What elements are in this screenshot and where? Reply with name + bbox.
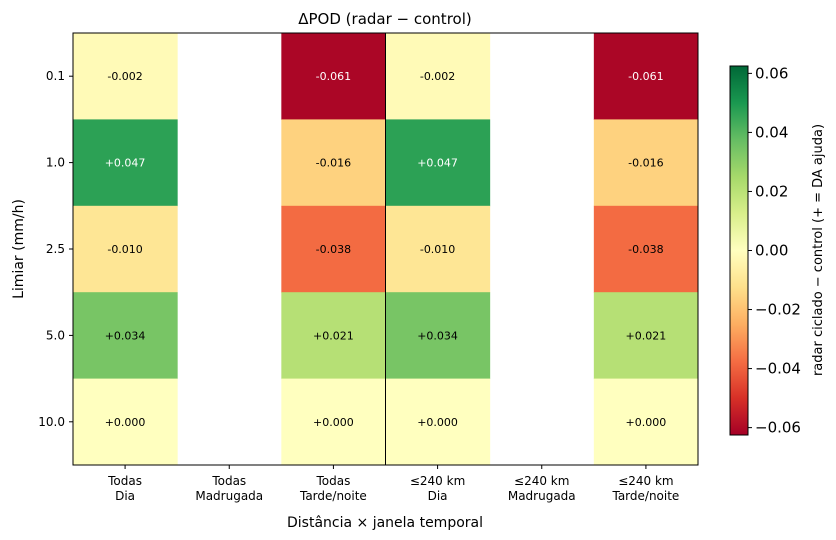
- heatmap-cell: [593, 33, 699, 120]
- heatmap-cell: [281, 119, 386, 207]
- heatmap-cell: [281, 292, 386, 380]
- cell-value-label: -0.038: [628, 243, 663, 256]
- colorbar-tick-label: −0.02: [755, 301, 801, 319]
- colorbar-tick-label: −0.06: [755, 419, 801, 437]
- heatmap-cell: [593, 205, 699, 293]
- cell-value-label: -0.002: [420, 70, 455, 83]
- heatmap-cell: [385, 378, 491, 466]
- x-axis: Todas Dia Todas Madrugada Todas Tarde/noite ≤2…: [107, 465, 679, 503]
- heatmap-cell: [281, 33, 386, 120]
- x-tick-label: ≤240 km Tarde/noite: [611, 474, 679, 503]
- colorbar: [729, 65, 749, 436]
- x-tick-label: Todas Dia: [107, 474, 142, 503]
- y-tick-label: 1.0: [46, 156, 65, 170]
- cell-value-label: -0.016: [628, 157, 663, 170]
- cell-value-label: +0.000: [626, 416, 667, 429]
- heatmap-cell: [281, 205, 386, 293]
- cell-value-label: -0.010: [420, 243, 455, 256]
- heatmap-cell: [73, 205, 178, 293]
- heatmap-cell: [385, 292, 491, 380]
- cell-value-label: -0.010: [107, 243, 142, 256]
- cell-value-label: +0.000: [313, 416, 354, 429]
- x-axis-label: Distância × janela temporal: [287, 515, 483, 531]
- x-tick-label: Todas Tarde/noite: [299, 474, 367, 503]
- cell-value-label: -0.002: [107, 70, 142, 83]
- y-tick-label: 0.1: [46, 69, 65, 83]
- heatmap-cell: [385, 119, 491, 207]
- y-tick-label: 2.5: [46, 242, 65, 256]
- cell-value-label: +0.034: [105, 329, 146, 342]
- cell-value-label: -0.061: [628, 70, 663, 83]
- heatmap-cell: [73, 119, 178, 207]
- heatmap-cell: [593, 292, 699, 380]
- cell-value-label: +0.021: [313, 329, 354, 342]
- chart-title: ΔPOD (radar − control): [298, 10, 471, 28]
- cell-value-label: +0.047: [105, 157, 146, 170]
- cell-value-label: +0.021: [626, 329, 667, 342]
- heatmap-cell: [593, 378, 699, 466]
- heatmap-cell: [73, 292, 178, 380]
- colorbar-label: radar ciclado − control (+ = DA ajuda): [811, 124, 826, 376]
- x-tick-label: Todas Madrugada: [195, 474, 263, 503]
- heatmap-cell: [73, 378, 178, 466]
- y-tick-label: 5.0: [46, 328, 65, 342]
- heatmap-cell: [281, 378, 386, 466]
- heatmap-cell: [385, 205, 491, 293]
- cell-value-label: +0.034: [417, 329, 458, 342]
- colorbar-tick-label: 0.00: [755, 242, 788, 260]
- cell-value-label: -0.038: [316, 243, 351, 256]
- colorbar-axis: 0.06 0.04 0.02 0.00 −0.02 −0.04 −0.06: [748, 64, 801, 437]
- heatmap-cells: [73, 33, 699, 466]
- cell-value-label: -0.016: [316, 157, 351, 170]
- y-axis: 0.1 1.0 2.5 5.0 10.0: [38, 69, 73, 429]
- heatmap-cell: [73, 33, 178, 120]
- x-tick-label: ≤240 km Dia: [410, 474, 465, 503]
- colorbar-tick-label: 0.06: [755, 64, 788, 82]
- y-axis-label: Limiar (mm/h): [11, 199, 27, 299]
- heatmap-cell: [593, 119, 699, 207]
- y-tick-label: 10.0: [38, 415, 65, 429]
- heatmap-cell: [385, 33, 491, 120]
- cell-labels: -0.002 -0.061 -0.002 -0.061 +0.047 -0.016 +0.0…: [105, 70, 667, 429]
- colorbar-tick-label: 0.02: [755, 182, 788, 200]
- x-tick-label: ≤240 km Madrugada: [508, 474, 576, 503]
- cell-value-label: -0.061: [316, 70, 351, 83]
- cell-value-label: +0.000: [417, 416, 458, 429]
- cell-value-label: +0.047: [417, 157, 458, 170]
- colorbar-tick-label: 0.04: [755, 123, 788, 141]
- cell-value-label: +0.000: [105, 416, 146, 429]
- colorbar-tick-label: −0.04: [755, 360, 801, 378]
